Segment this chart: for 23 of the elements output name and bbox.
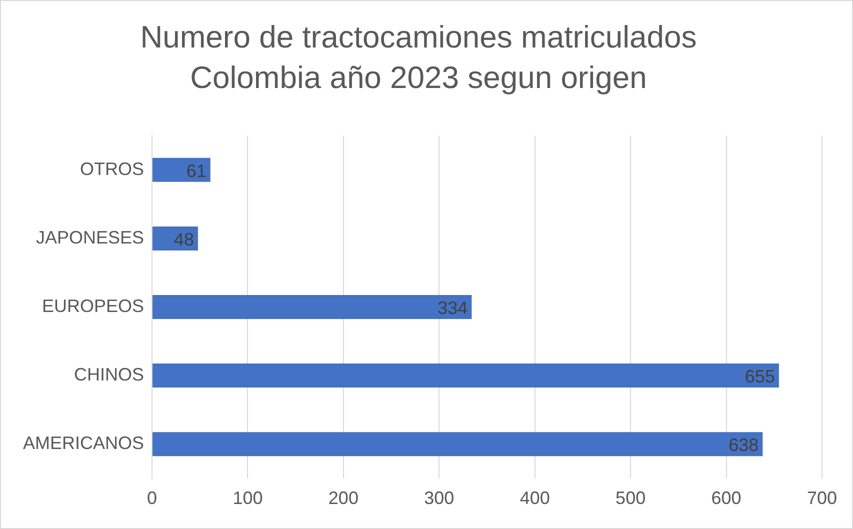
y-tick-label: EUROPEOS xyxy=(42,296,144,316)
x-tick-label: 600 xyxy=(711,488,742,508)
data-label: 638 xyxy=(728,435,759,456)
bar xyxy=(152,432,763,456)
data-label: 48 xyxy=(174,229,194,250)
bar xyxy=(152,364,779,388)
data-label: 655 xyxy=(744,366,775,387)
x-tick-label: 300 xyxy=(424,488,454,508)
x-tick-label: 700 xyxy=(806,488,838,508)
bar xyxy=(152,295,472,319)
x-tick-label: 200 xyxy=(328,488,358,508)
chart-title: Numero de tractocamiones matriculados Colombia año 2023 segun origen xyxy=(140,20,697,95)
y-tick-label: JAPONESES xyxy=(36,227,144,248)
x-tick-label: 100 xyxy=(232,488,263,508)
y-tick-label: OTROS xyxy=(80,158,144,179)
bar xyxy=(152,158,210,182)
x-tick-label: 500 xyxy=(616,488,646,508)
data-label: 334 xyxy=(438,298,468,318)
data-label: 61 xyxy=(186,160,206,181)
y-tick-label: AMERICANOS xyxy=(22,433,144,454)
x-tick-label: 400 xyxy=(520,488,550,508)
x-tick-label: 0 xyxy=(147,488,158,508)
y-tick-label: CHINOS xyxy=(74,364,144,385)
